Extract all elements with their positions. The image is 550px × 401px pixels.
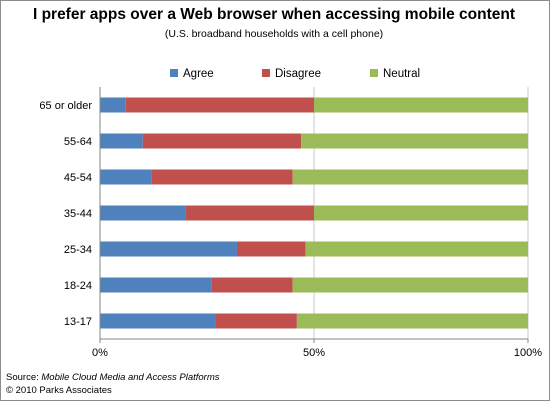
- bar-neutral-3: [314, 205, 528, 221]
- bar-disagree-0: [125, 97, 315, 113]
- chart-subtitle: (U.S. broadband households with a cell p…: [164, 28, 384, 40]
- bar-neutral-6: [296, 313, 528, 329]
- source-note: Source: Mobile Cloud Media and Access Pl…: [6, 372, 220, 383]
- bar-neutral-1: [301, 133, 528, 149]
- bar-disagree-5: [211, 277, 293, 293]
- x-tick-label-1: 50%: [303, 347, 325, 359]
- bar-agree-6: [100, 313, 216, 329]
- legend-item-disagree: Disagree: [262, 68, 321, 82]
- chart-legend: Agree Disagree Neutral: [0, 68, 548, 82]
- category-label-1: 55-64: [64, 136, 92, 148]
- legend-swatch-neutral: [370, 69, 378, 77]
- legend-label-neutral: Neutral: [383, 68, 421, 80]
- bar-agree-5: [100, 277, 212, 293]
- bar-neutral-5: [292, 277, 528, 293]
- category-label-0: 65 or older: [39, 100, 92, 112]
- bar-agree-3: [100, 205, 186, 221]
- category-label-3: 35-44: [64, 208, 92, 220]
- bar-neutral-2: [292, 169, 528, 185]
- bar-agree-0: [100, 97, 126, 113]
- source-label: Source:: [6, 372, 42, 383]
- x-tick-label-0: 0%: [92, 347, 108, 359]
- legend-item-neutral: Neutral: [370, 68, 420, 82]
- bar-disagree-4: [236, 241, 306, 257]
- bar-disagree-1: [142, 133, 302, 149]
- legend-label-agree: Agree: [183, 68, 214, 80]
- category-label-2: 45-54: [64, 172, 92, 184]
- copyright-note: © 2010 Parks Associates: [6, 385, 112, 396]
- category-label-5: 18-24: [64, 280, 92, 292]
- bar-disagree-2: [151, 169, 293, 185]
- bar-neutral-4: [305, 241, 528, 257]
- source-title: Mobile Cloud Media and Access Platforms: [41, 372, 220, 383]
- bar-agree-2: [100, 169, 152, 185]
- x-tick-label-2: 100%: [514, 347, 542, 359]
- legend-item-agree: Agree: [170, 68, 214, 82]
- bar-agree-1: [100, 133, 143, 149]
- category-label-6: 13-17: [64, 316, 92, 328]
- legend-label-disagree: Disagree: [275, 68, 322, 80]
- bar-neutral-0: [314, 97, 528, 113]
- legend-swatch-agree: [170, 69, 178, 77]
- chart-title: I prefer apps over a Web browser when ac…: [32, 6, 516, 23]
- bar-agree-4: [100, 241, 237, 257]
- bar-disagree-6: [215, 313, 297, 329]
- legend-swatch-disagree: [262, 69, 270, 77]
- bar-disagree-3: [185, 205, 314, 221]
- category-label-4: 25-34: [64, 244, 92, 256]
